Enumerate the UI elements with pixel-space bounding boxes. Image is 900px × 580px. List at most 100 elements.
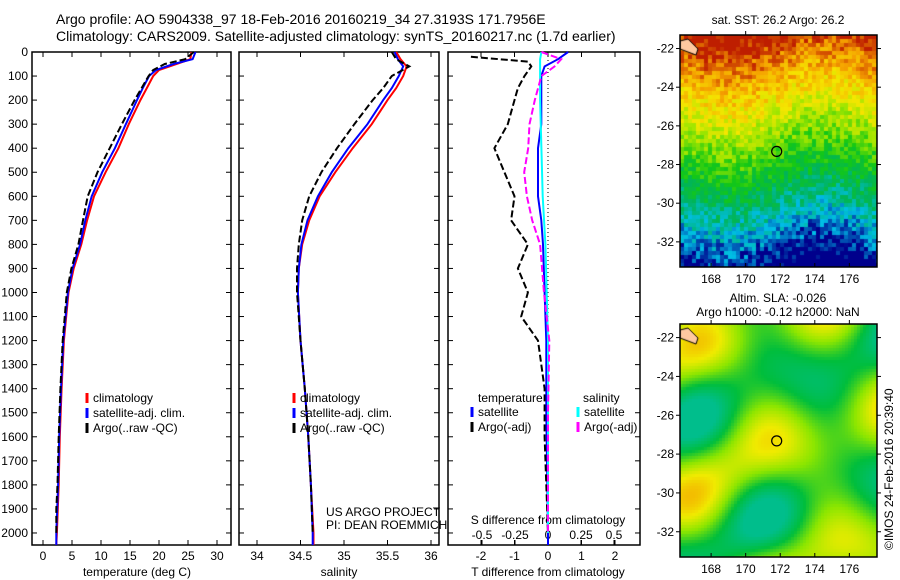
- y-tick-label: 500: [8, 165, 28, 179]
- y-tick-label: 1400: [1, 382, 28, 396]
- lat-tick-label: -30: [657, 196, 675, 210]
- x-tick-label: 2: [612, 549, 619, 563]
- lon-tick-label: 168: [701, 272, 721, 286]
- lon-tick-label: 170: [736, 272, 756, 286]
- lat-tick-label: -28: [657, 158, 675, 172]
- lat-tick-label: -26: [657, 119, 675, 133]
- series-line-salinity-satellite: [539, 51, 549, 533]
- y-tick-label: 1700: [1, 454, 28, 468]
- x-tick-label: 0: [545, 549, 552, 563]
- annotation-pi: PI: DEAN ROEMMICH: [326, 518, 447, 532]
- profile-location-marker: [771, 435, 783, 447]
- series-line-temperature-argo-adj-: [470, 55, 549, 534]
- x-tick-label: 1: [578, 549, 585, 563]
- temperature-xlabel: temperature (deg C): [83, 565, 191, 579]
- x-tick-label: 35: [337, 549, 351, 563]
- lon-tick-label: 174: [805, 562, 825, 576]
- y-tick-label: 700: [8, 213, 28, 227]
- series-line-climatology: [55, 51, 193, 546]
- y-tick-label: 900: [8, 261, 28, 275]
- series-line-argo-raw-qc-: [55, 51, 195, 533]
- legend-label: Argo(-adj): [584, 420, 637, 434]
- annotation-project: US ARGO PROJECT: [326, 505, 441, 519]
- x-tick-label: -1: [509, 549, 520, 563]
- series-line-climatology: [296, 51, 408, 545]
- sst-map-title: sat. SST: 26.2 Argo: 26.2: [712, 13, 845, 27]
- panel-frame-0: [31, 51, 232, 546]
- tdiff-xlabel: T difference from climatology: [471, 565, 625, 579]
- legend-label: climatology: [300, 391, 360, 405]
- y-tick-label: 800: [8, 237, 28, 251]
- y-tick-label: 1500: [1, 406, 28, 420]
- y-tick-label: 100: [8, 69, 28, 83]
- map-frame-0: [679, 34, 878, 268]
- lat-tick-label: -22: [657, 331, 675, 345]
- legend-label: satellite: [478, 405, 519, 419]
- title-line-1: Argo profile: AO 5904338_97 18-Feb-2016 …: [56, 11, 546, 27]
- lat-tick-label: -24: [657, 369, 675, 383]
- series-line-salinity-argo-adj-: [523, 51, 563, 533]
- salinity-xlabel: salinity: [321, 565, 358, 579]
- profile-location-marker: [771, 145, 783, 157]
- y-tick-label: 400: [8, 141, 28, 155]
- s-tick-label: -0.5: [472, 528, 493, 542]
- s-tick-label: -0.25: [501, 528, 529, 542]
- lon-tick-label: 172: [770, 562, 790, 576]
- y-tick-label: 1200: [1, 334, 28, 348]
- series-line-satellite-adj-clim-: [55, 51, 197, 545]
- x-tick-label: 35.5: [376, 549, 400, 563]
- legend-label: satellite-adj. clim.: [93, 406, 185, 420]
- s-tick-label: 0.5: [606, 528, 623, 542]
- lon-tick-label: 174: [805, 272, 825, 286]
- title-line-2: Climatology: CARS2009. Satellite-adjuste…: [56, 28, 616, 44]
- lat-tick-label: -28: [657, 447, 675, 461]
- x-tick-label: 15: [123, 549, 137, 563]
- x-tick-label: 36: [424, 549, 438, 563]
- lat-tick-label: -32: [657, 525, 675, 539]
- x-tick-label: 34.5: [289, 549, 313, 563]
- lat-tick-label: -24: [657, 80, 675, 94]
- y-tick-label: 2000: [1, 526, 28, 540]
- lat-tick-label: -26: [657, 408, 675, 422]
- legend-label: Argo(..raw -QC): [93, 421, 178, 435]
- legend-label: Argo(-adj): [478, 420, 531, 434]
- y-tick-label: 600: [8, 189, 28, 203]
- x-tick-label: 20: [152, 549, 166, 563]
- legend-salinity-title: salinity: [583, 391, 620, 405]
- lon-tick-label: 170: [736, 562, 756, 576]
- y-tick-label: 300: [8, 117, 28, 131]
- lat-tick-label: -32: [657, 235, 675, 249]
- series-line-satellite-adj-clim-: [296, 51, 405, 545]
- y-tick-label: 1100: [2, 310, 28, 324]
- y-tick-label: 1900: [1, 502, 28, 516]
- lon-tick-label: 168: [701, 562, 721, 576]
- sla-map-title-1: Altim. SLA: -0.026: [730, 291, 827, 305]
- series-line-temperature-satellite: [537, 51, 569, 545]
- legend-label: Argo(..raw -QC): [300, 421, 385, 435]
- legend-label: climatology: [93, 391, 153, 405]
- lat-tick-label: -22: [657, 42, 675, 56]
- y-tick-label: 1800: [1, 478, 28, 492]
- legend-label: satellite: [584, 405, 625, 419]
- legend-temperature-title: temperature: [478, 391, 543, 405]
- x-tick-label: 30: [210, 549, 224, 563]
- panel-frame-1: [238, 51, 440, 546]
- lon-tick-label: 172: [770, 272, 790, 286]
- y-tick-label: 0: [21, 45, 28, 59]
- y-tick-label: 200: [8, 93, 28, 107]
- y-tick-label: 1600: [1, 430, 28, 444]
- lon-tick-label: 176: [839, 272, 859, 286]
- map-frame-1: [679, 323, 878, 558]
- s-tick-label: 0.25: [569, 528, 593, 542]
- lat-tick-label: -30: [657, 486, 675, 500]
- legend-label: satellite-adj. clim.: [300, 406, 392, 420]
- x-tick-label: 34: [250, 549, 264, 563]
- x-tick-label: 0: [40, 549, 47, 563]
- sla-map-image: [680, 324, 877, 557]
- sla-map-title-2: Argo h1000: -0.12 h2000: NaN: [696, 305, 859, 319]
- y-tick-label: 1000: [1, 285, 28, 299]
- x-tick-label: 10: [94, 549, 108, 563]
- x-tick-label: 5: [69, 549, 76, 563]
